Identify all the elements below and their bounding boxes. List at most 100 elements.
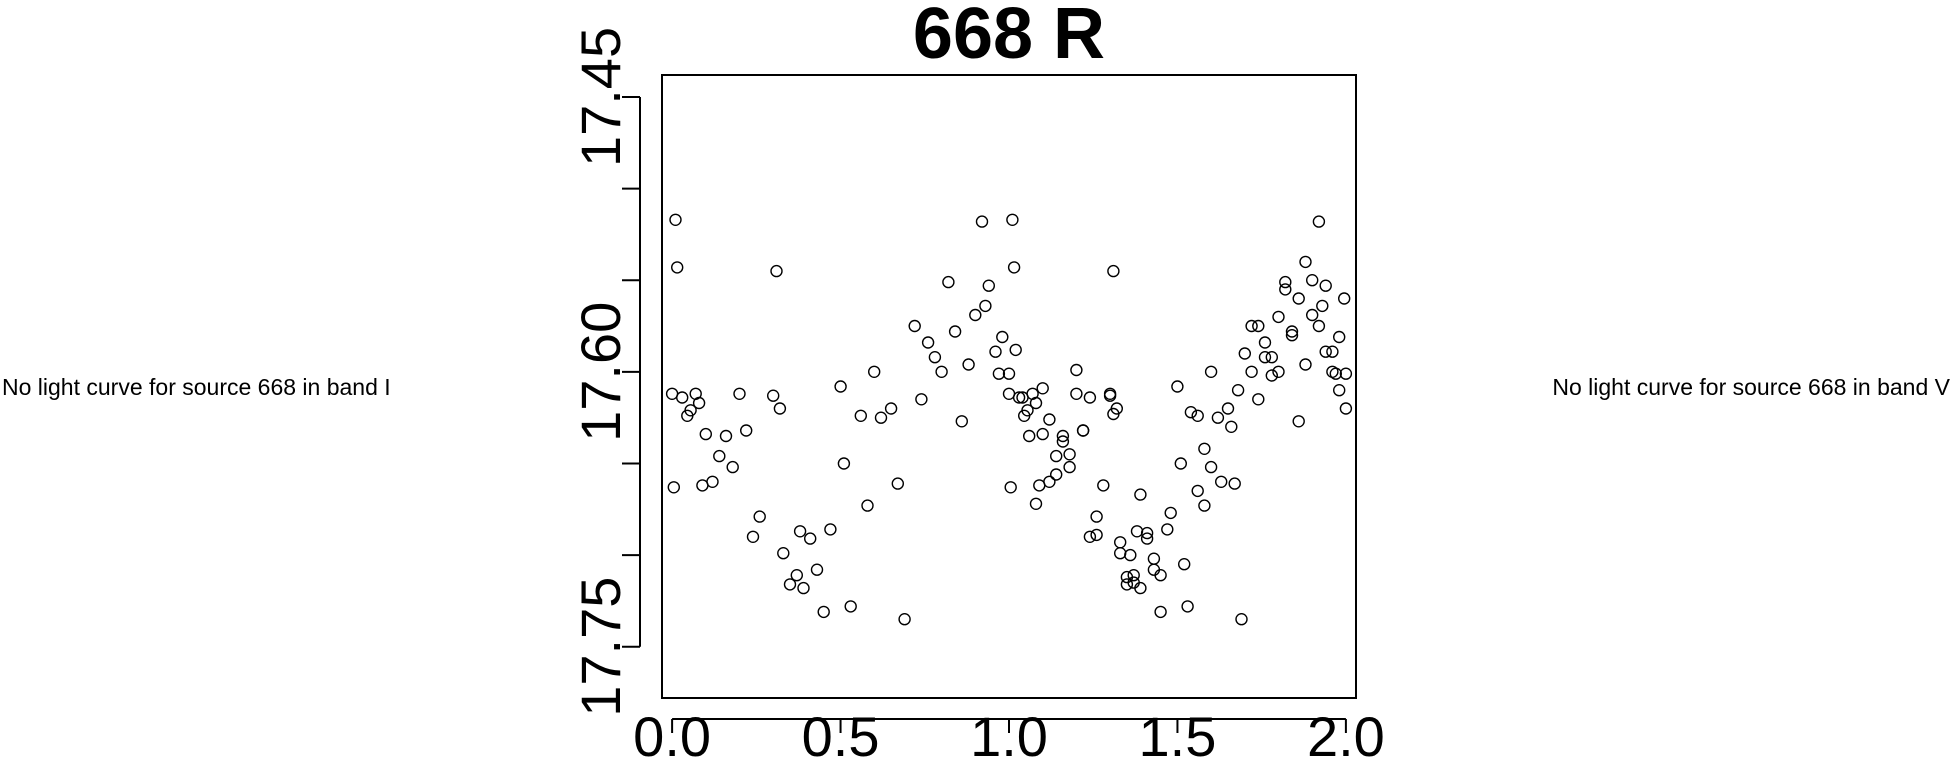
x-tick-label: 0.0 bbox=[633, 705, 711, 758]
x-tick-label: 0.5 bbox=[802, 705, 880, 758]
data-point bbox=[793, 525, 807, 538]
data-point bbox=[992, 367, 1006, 380]
data-point bbox=[1198, 442, 1211, 455]
data-point bbox=[1252, 393, 1265, 406]
data-point bbox=[884, 402, 898, 415]
data-point bbox=[1043, 475, 1056, 488]
data-point bbox=[1063, 460, 1076, 474]
data-point bbox=[1002, 367, 1016, 380]
data-point bbox=[1265, 369, 1279, 382]
data-point bbox=[1245, 365, 1258, 378]
data-point bbox=[1006, 213, 1019, 227]
data-point bbox=[955, 415, 968, 428]
data-point bbox=[1204, 460, 1218, 474]
data-point bbox=[979, 299, 992, 313]
data-point bbox=[1299, 255, 1312, 269]
data-point bbox=[1211, 411, 1225, 424]
data-point bbox=[1292, 415, 1305, 428]
data-point bbox=[1021, 404, 1034, 417]
data-point bbox=[1107, 264, 1120, 278]
data-point bbox=[671, 261, 684, 274]
data-point bbox=[874, 411, 888, 424]
data-point bbox=[928, 351, 942, 364]
data-point bbox=[1191, 409, 1204, 422]
data-point bbox=[1103, 387, 1117, 400]
data-point bbox=[1161, 523, 1174, 536]
data-point bbox=[1332, 384, 1346, 397]
data-point bbox=[1285, 329, 1299, 342]
data-point bbox=[1154, 569, 1167, 582]
data-point bbox=[667, 481, 680, 494]
data-point bbox=[1221, 402, 1235, 415]
data-point bbox=[1279, 275, 1292, 289]
data-point bbox=[1337, 292, 1351, 305]
data-point bbox=[676, 391, 689, 404]
data-point bbox=[740, 424, 753, 437]
data-point bbox=[767, 389, 780, 402]
data-point bbox=[1171, 380, 1184, 393]
x-tick-label: 1.5 bbox=[1139, 705, 1217, 758]
data-point bbox=[773, 402, 787, 415]
data-point bbox=[733, 387, 746, 400]
data-point bbox=[1312, 319, 1326, 333]
data-point bbox=[1002, 387, 1016, 400]
data-point bbox=[1127, 576, 1140, 589]
data-point bbox=[1265, 351, 1279, 364]
data-point bbox=[1083, 391, 1097, 404]
data-point bbox=[1177, 558, 1191, 571]
data-point bbox=[696, 479, 709, 492]
data-point bbox=[1245, 319, 1258, 333]
data-point bbox=[817, 605, 830, 619]
data-point bbox=[1154, 605, 1167, 619]
data-point bbox=[1332, 330, 1346, 344]
data-point bbox=[1140, 532, 1154, 545]
data-point bbox=[1285, 325, 1299, 338]
data-point bbox=[1107, 407, 1120, 421]
data-point bbox=[915, 393, 928, 406]
data-point bbox=[1022, 429, 1036, 443]
data-point bbox=[1214, 475, 1228, 488]
data-point bbox=[996, 330, 1009, 344]
data-point bbox=[1339, 367, 1353, 380]
data-point bbox=[777, 547, 790, 560]
data-point bbox=[1252, 319, 1265, 333]
data-point bbox=[770, 264, 783, 278]
x-axis: 0.0 0.5 1.0 1.5 2.0 bbox=[633, 705, 1385, 758]
data-point bbox=[962, 358, 975, 371]
data-point bbox=[1056, 429, 1070, 443]
chart-title: 668 R bbox=[913, 0, 1105, 74]
data-point bbox=[1036, 382, 1049, 395]
data-point bbox=[1007, 261, 1021, 274]
data-point bbox=[684, 404, 697, 417]
data-point bbox=[854, 409, 867, 422]
data-point bbox=[1070, 387, 1083, 400]
data-point bbox=[726, 460, 739, 474]
data-point bbox=[948, 325, 962, 338]
data-point bbox=[1279, 283, 1292, 296]
data-point bbox=[1140, 526, 1154, 540]
data-point bbox=[1238, 347, 1252, 360]
data-point bbox=[844, 600, 857, 613]
data-point bbox=[982, 279, 995, 292]
data-point bbox=[746, 530, 760, 543]
data-point bbox=[1231, 384, 1245, 397]
data-point bbox=[1049, 468, 1063, 481]
data-point bbox=[1043, 413, 1056, 426]
data-point bbox=[810, 563, 824, 576]
data-point bbox=[935, 365, 948, 378]
data-point bbox=[1319, 279, 1332, 292]
data-point bbox=[706, 475, 719, 488]
data-point bbox=[824, 523, 837, 536]
data-point bbox=[1339, 402, 1353, 415]
data-point bbox=[1292, 292, 1305, 305]
data-point bbox=[1134, 488, 1147, 501]
data-point bbox=[1130, 525, 1144, 538]
data-point bbox=[804, 532, 817, 545]
data-point bbox=[1113, 547, 1127, 560]
data-point bbox=[1016, 391, 1029, 404]
data-point bbox=[1164, 506, 1177, 520]
data-point bbox=[1316, 299, 1329, 313]
data-point bbox=[1004, 481, 1017, 494]
data-point bbox=[1225, 420, 1238, 433]
